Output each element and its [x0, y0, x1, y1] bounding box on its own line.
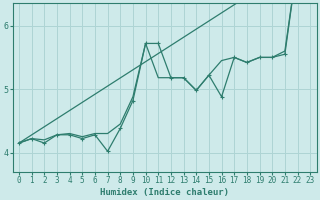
- X-axis label: Humidex (Indice chaleur): Humidex (Indice chaleur): [100, 188, 229, 197]
